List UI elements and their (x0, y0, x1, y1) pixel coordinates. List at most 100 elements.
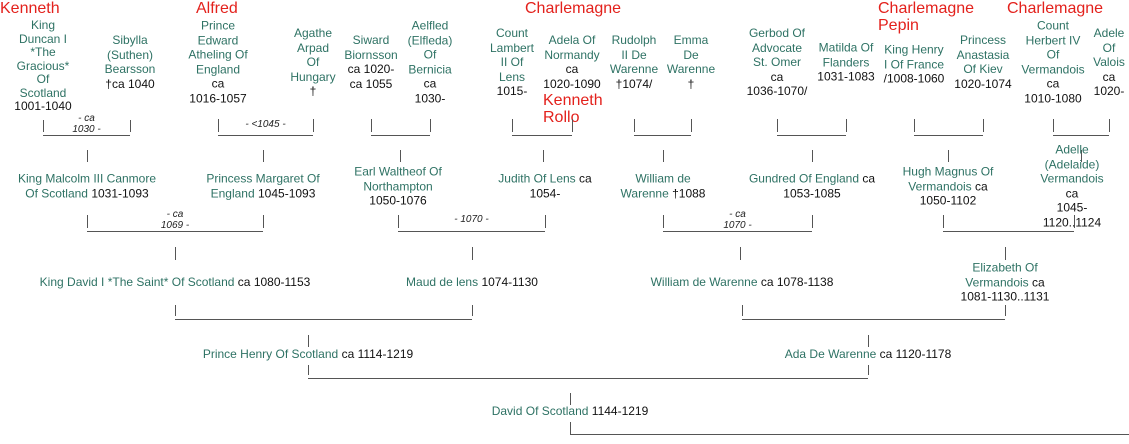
person-dates: 1050-1076 (369, 193, 427, 208)
person-lambert[interactable]: Count Lambert II Of Lens 1015- (490, 26, 534, 99)
person-gerbod[interactable]: Gerbod Of Advocate St. Omer ca 1036-1070/ (747, 26, 808, 99)
person-name[interactable]: William de Warenne (620, 171, 691, 201)
person-margaret[interactable]: Princess Margaret Of England 1045-1093 (206, 172, 319, 201)
person-name[interactable]: Adela Of Normandy (544, 33, 600, 62)
spouse-tick (691, 119, 692, 132)
spouse-tick (634, 119, 635, 132)
person-henry1[interactable]: King Henry I Of France/1008-1060 (884, 42, 945, 86)
spouse-tick (175, 305, 176, 316)
person-name[interactable]: Princess Margaret Of England (206, 171, 320, 201)
person-edward[interactable]: Prince Edward Atheling Of England ca 1016… (188, 19, 247, 106)
person-name[interactable]: King Duncan I *The Gracious* Of Scotland (16, 17, 70, 100)
person-dates: ca 1053-1085 (783, 171, 876, 201)
person-sibylla[interactable]: Sibylla (Suthen) Bearsson †ca 1040 (105, 33, 156, 91)
person-name[interactable]: Siward Biornsson (344, 33, 398, 62)
spouse-tick (130, 120, 131, 132)
person-gundred[interactable]: Gundred Of England ca 1053-1085 (749, 172, 875, 201)
spouse-tick (572, 119, 573, 132)
child-tick (948, 150, 949, 162)
person-name[interactable]: Hugh Magnus Of Vermandois (902, 164, 994, 193)
person-name[interactable]: Princess Anastasia Of Kiev (956, 33, 1010, 76)
child-tick (1081, 150, 1082, 162)
person-rudolph[interactable]: Rudolph II De Warenne †1074/ (610, 33, 658, 91)
descendant-line (570, 434, 1129, 435)
person-name[interactable]: Elizabeth Of Vermandois (965, 260, 1038, 289)
person-name[interactable]: David Of Scotland (491, 403, 589, 418)
person-adelle[interactable]: Adelle (Adelaide) Vermandois ca 1045-112… (1040, 143, 1103, 230)
person-name[interactable]: Sibylla (Suthen) Bearsson (104, 33, 156, 76)
marriage-line (1053, 135, 1109, 136)
person-matilda[interactable]: Matilda Of Flanders 1031-1083 (817, 40, 874, 84)
person-herbert[interactable]: Count Herbert IV Of Vermandois ca 1010-10… (1021, 19, 1084, 106)
person-name[interactable]: Adele Of Valois (1093, 25, 1125, 69)
person-agathe[interactable]: Agathe Arpad Of Hungary † (290, 26, 335, 99)
person-name[interactable]: Maud de lens (406, 274, 479, 289)
person-elizabeth[interactable]: Elizabeth Of Vermandois ca 1081-1130..11… (943, 260, 1067, 304)
person-duncan[interactable]: King Duncan I *The Gracious* Of Scotland… (14, 17, 71, 114)
person-william1[interactable]: William de Warenne †1088 (621, 172, 706, 201)
ancestor-label: Kenneth Rollo (543, 92, 603, 126)
person-name[interactable]: Prince Henry Of Scotland (202, 346, 339, 361)
marriage-line (512, 135, 572, 136)
person-william2[interactable]: William de Warenne ca 1078-1138 (651, 275, 834, 290)
person-name[interactable]: King Malcolm III Canmore Of Scotland (17, 171, 157, 201)
ancestor-label: Alfred (196, 0, 238, 17)
person-name[interactable]: Ada De Warenne (784, 346, 877, 361)
person-name[interactable]: Rudolph II De Warenne (609, 33, 659, 76)
marriage-line (663, 231, 812, 232)
person-dates: 1031-1083 (817, 69, 875, 84)
person-name[interactable]: Aelfled (Elfleda) Of Bernicia (407, 18, 453, 77)
person-name[interactable]: Agathe Arpad Of Hungary (290, 25, 336, 84)
person-name[interactable]: King Henry I Of France (883, 42, 945, 71)
person-dates: † (687, 76, 695, 91)
marriage-line (777, 135, 846, 136)
child-tick (812, 150, 813, 162)
spouse-tick (43, 120, 44, 132)
marriage-line (914, 135, 983, 136)
person-dates: †ca 1040 (105, 76, 155, 91)
person-aelfled[interactable]: Aelfled (Elfleda) Of Bernicia ca 1030- (408, 19, 453, 106)
spouse-tick (663, 215, 664, 228)
spouse-tick (1109, 119, 1110, 132)
spouse-tick (812, 215, 813, 228)
spouse-tick (914, 119, 915, 132)
person-hugh[interactable]: Hugh Magnus Of Vermandois ca 1050-1102 (903, 164, 994, 208)
person-dates: 1144-1219 (591, 403, 649, 418)
person-name[interactable]: Matilda Of Flanders (818, 40, 874, 69)
person-name[interactable]: Emma De Warenne (666, 33, 716, 76)
person-henry2[interactable]: Prince Henry Of Scotland ca 1114-1219 (203, 347, 413, 362)
ancestor-label: Charlemagne (1007, 0, 1104, 17)
person-name[interactable]: King David I *The Saint* Of Scotland (39, 274, 235, 289)
marriage-line (43, 135, 130, 136)
person-dates: ca 1020- (1093, 69, 1125, 98)
child-tick (740, 247, 741, 260)
person-david2[interactable]: David Of Scotland 1144-1219 (492, 404, 649, 419)
person-name[interactable]: Prince Edward Atheling Of England (188, 18, 248, 77)
person-dates: 1020-1074 (954, 76, 1012, 91)
child-tick (570, 422, 571, 434)
person-anastasia[interactable]: Princess Anastasia Of Kiev 1020-1074 (954, 33, 1011, 91)
person-name[interactable]: Count Herbert IV Of Vermandois (1021, 18, 1085, 77)
person-dates: †1088 (672, 186, 706, 200)
marriage-line (308, 378, 868, 379)
marriage-line (175, 319, 472, 320)
person-malcolm[interactable]: King Malcolm III Canmore Of Scotland 103… (18, 172, 156, 201)
person-name[interactable]: William de Warenne (650, 274, 758, 289)
person-name[interactable]: Gundred Of England (748, 171, 860, 186)
person-emma[interactable]: Emma De Warenne † (667, 33, 715, 91)
person-siward[interactable]: Siward Biornsson ca 1020- ca 1055 (344, 33, 397, 91)
person-adela[interactable]: Adela Of Normandy ca 1020-1090 (543, 33, 600, 91)
person-name[interactable]: Judith Of Lens (498, 171, 576, 186)
person-name[interactable]: Adelle (Adelaide) Vermandois (1040, 142, 1104, 186)
person-adele[interactable]: Adele Of Valois ca 1020- (1093, 26, 1125, 99)
person-judith[interactable]: Judith Of Lens ca 1054- (498, 172, 591, 201)
child-tick (400, 150, 401, 162)
person-name[interactable]: Earl Waltheof Of Northampton (354, 164, 442, 193)
person-ada[interactable]: Ada De Warenne ca 1120-1178 (785, 347, 952, 362)
marriage-date-label: - ca 1069 - (160, 209, 190, 231)
person-name[interactable]: Count Lambert II Of Lens (489, 25, 535, 84)
person-maud[interactable]: Maud de lens 1074-1130 (406, 275, 538, 290)
person-david1[interactable]: King David I *The Saint* Of Scotland ca … (40, 275, 311, 290)
person-name[interactable]: Gerbod Of Advocate St. Omer (748, 25, 806, 69)
person-waltheof[interactable]: Earl Waltheof Of Northampton 1050-1076 (354, 164, 442, 208)
